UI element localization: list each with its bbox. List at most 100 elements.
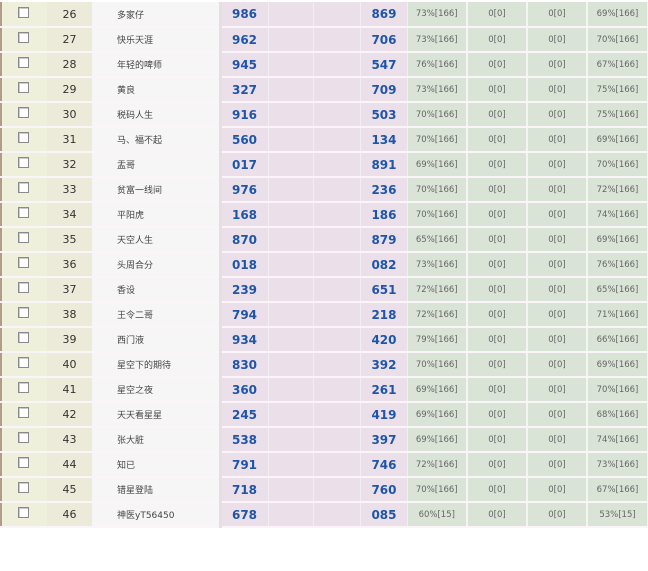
stat-2: 0[0] — [467, 127, 528, 153]
row-select-cell — [0, 377, 47, 403]
stat-3: 0[0] — [527, 102, 588, 128]
row-checkbox[interactable] — [18, 457, 29, 468]
stat-2: 0[0] — [467, 102, 528, 128]
empty-cell — [268, 327, 314, 353]
empty-cell — [268, 477, 314, 503]
empty-cell — [313, 102, 361, 128]
stat-2: 0[0] — [467, 252, 528, 278]
player-name: 神医yT56450 — [92, 502, 222, 528]
value-b: 186 — [360, 202, 408, 228]
empty-cell — [268, 202, 314, 228]
value-a: 018 — [220, 252, 269, 278]
value-b: 706 — [360, 27, 408, 53]
row-select-cell — [0, 252, 47, 278]
empty-cell — [268, 377, 314, 403]
row-checkbox[interactable] — [18, 107, 29, 118]
row-checkbox[interactable] — [18, 132, 29, 143]
value-a: 017 — [220, 152, 269, 178]
stat-1: 70%[166] — [407, 127, 468, 153]
empty-cell — [313, 327, 361, 353]
row-checkbox[interactable] — [18, 157, 29, 168]
stat-1: 72%[166] — [407, 277, 468, 303]
row-select-cell — [0, 452, 47, 478]
row-checkbox[interactable] — [18, 282, 29, 293]
stat-2: 0[0] — [467, 2, 528, 28]
stat-4: 67%[166] — [587, 477, 648, 503]
stat-1: 72%[166] — [407, 452, 468, 478]
empty-cell — [268, 352, 314, 378]
stat-2: 0[0] — [467, 477, 528, 503]
empty-cell — [313, 2, 361, 28]
empty-cell — [313, 377, 361, 403]
empty-cell — [313, 427, 361, 453]
empty-cell — [313, 27, 361, 53]
stat-4: 69%[166] — [587, 352, 648, 378]
value-b: 397 — [360, 427, 408, 453]
player-name: 香设 — [92, 277, 222, 303]
stat-4: 69%[166] — [587, 2, 648, 28]
table-row: 43 张大脏 538 397 69%[166] 0[0] 0[0] 74%[166] — [0, 427, 648, 453]
row-checkbox[interactable] — [18, 6, 29, 18]
row-checkbox[interactable] — [18, 432, 29, 443]
value-a: 239 — [220, 277, 269, 303]
row-checkbox[interactable] — [18, 32, 29, 43]
empty-cell — [313, 452, 361, 478]
stat-2: 0[0] — [467, 227, 528, 253]
row-select-cell — [0, 402, 47, 428]
table-row: 44 知已 791 746 72%[166] 0[0] 0[0] 73%[166] — [0, 452, 648, 478]
row-checkbox[interactable] — [18, 57, 29, 68]
row-checkbox[interactable] — [18, 207, 29, 218]
row-checkbox[interactable] — [18, 307, 29, 318]
stat-1: 73%[166] — [407, 77, 468, 103]
row-number: 39 — [47, 327, 92, 353]
row-checkbox[interactable] — [18, 232, 29, 243]
row-checkbox[interactable] — [18, 407, 29, 418]
table-row: 32 盂哥 017 891 69%[166] 0[0] 0[0] 70%[166] — [0, 152, 648, 178]
empty-cell — [313, 502, 361, 528]
row-number: 32 — [47, 152, 92, 178]
table-row: 41 星空之夜 360 261 69%[166] 0[0] 0[0] 70%[166] — [0, 377, 648, 403]
row-checkbox[interactable] — [18, 332, 29, 343]
value-b: 869 — [360, 2, 408, 28]
row-checkbox[interactable] — [18, 357, 29, 368]
value-a: 794 — [220, 302, 269, 328]
row-checkbox[interactable] — [18, 382, 29, 393]
value-b: 760 — [360, 477, 408, 503]
empty-cell — [268, 302, 314, 328]
row-checkbox[interactable] — [18, 257, 29, 268]
row-number: 33 — [47, 177, 92, 203]
stat-4: 74%[166] — [587, 202, 648, 228]
stat-3: 0[0] — [527, 452, 588, 478]
stat-2: 0[0] — [467, 27, 528, 53]
stat-1: 70%[166] — [407, 352, 468, 378]
row-checkbox[interactable] — [18, 182, 29, 193]
player-name: 盂哥 — [92, 152, 222, 178]
stat-1: 65%[166] — [407, 227, 468, 253]
stat-3: 0[0] — [527, 27, 588, 53]
empty-cell — [313, 352, 361, 378]
stat-2: 0[0] — [467, 327, 528, 353]
value-a: 962 — [220, 27, 269, 53]
stat-1: 73%[166] — [407, 2, 468, 28]
stat-3: 0[0] — [527, 427, 588, 453]
row-number: 30 — [47, 102, 92, 128]
stat-3: 0[0] — [527, 277, 588, 303]
value-b: 392 — [360, 352, 408, 378]
player-name: 西门液 — [92, 327, 222, 353]
stat-4: 70%[166] — [587, 27, 648, 53]
player-name: 天天看星星 — [92, 402, 222, 428]
empty-cell — [268, 227, 314, 253]
stat-1: 79%[166] — [407, 327, 468, 353]
row-checkbox[interactable] — [18, 507, 29, 518]
row-checkbox[interactable] — [18, 82, 29, 93]
table-row: 34 平阳虎 168 186 70%[166] 0[0] 0[0] 74%[166] — [0, 202, 648, 228]
value-b: 709 — [360, 77, 408, 103]
row-select-cell — [0, 2, 47, 28]
row-number: 26 — [47, 2, 92, 28]
stat-4: 75%[166] — [587, 77, 648, 103]
row-checkbox[interactable] — [18, 482, 29, 493]
table-row: 28 年轻的啤师 945 547 76%[166] 0[0] 0[0] 67%[166] — [0, 52, 648, 78]
empty-cell — [268, 27, 314, 53]
row-number: 43 — [47, 427, 92, 453]
player-name: 王令二哥 — [92, 302, 222, 328]
